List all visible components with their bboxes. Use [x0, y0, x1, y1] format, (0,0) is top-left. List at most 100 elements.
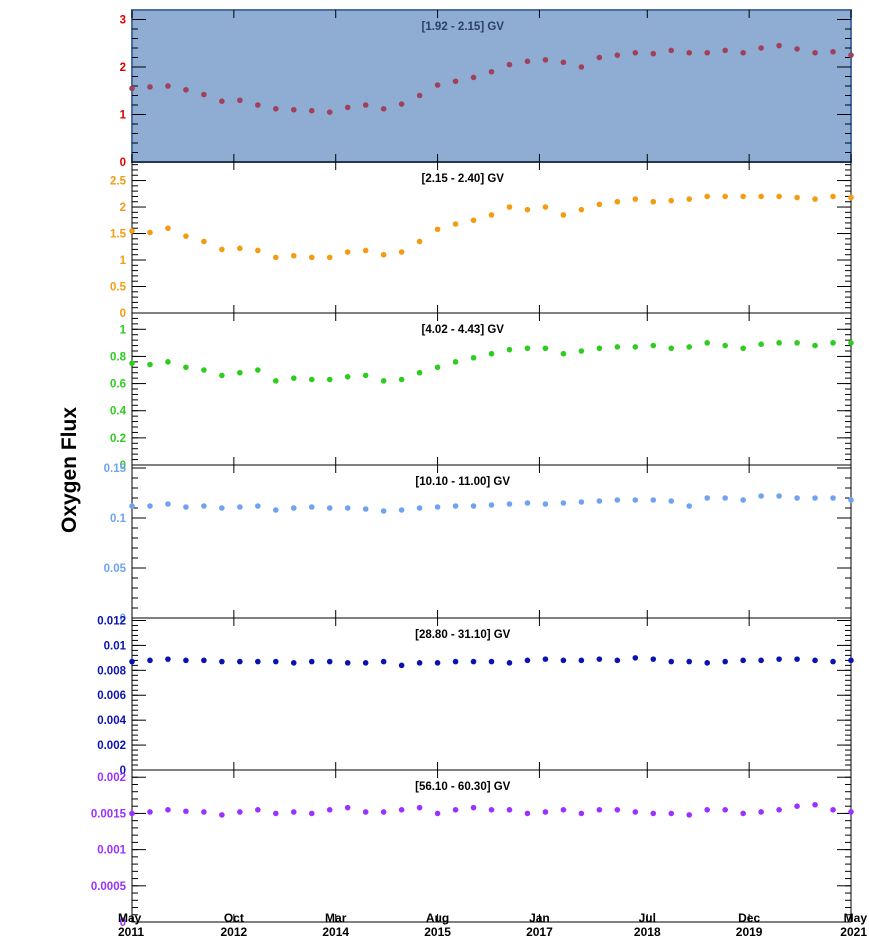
- data-point: [380, 378, 387, 384]
- y-tick-label: 0.0015: [91, 808, 127, 820]
- x-tick-month: Aug: [426, 911, 449, 925]
- y-tick-label: 0.1: [110, 513, 127, 525]
- data-point: [758, 193, 764, 200]
- data-point: [848, 497, 854, 503]
- data-point: [668, 498, 675, 504]
- data-point: [326, 807, 333, 813]
- y-tick-label: 0.2: [110, 433, 126, 445]
- data-point: [165, 807, 171, 813]
- data-point: [237, 245, 243, 252]
- panel-title: [2.15 - 2.40] GV: [422, 173, 505, 185]
- data-point: [506, 61, 513, 68]
- data-point: [488, 350, 495, 357]
- data-point: [740, 497, 746, 503]
- y-tick-label: 0.01: [104, 640, 127, 652]
- y-tick-label: 0.001: [97, 845, 126, 857]
- data-point: [830, 658, 836, 665]
- data-point: [290, 252, 297, 259]
- data-point: [560, 212, 567, 218]
- data-point: [344, 660, 351, 666]
- data-point: [758, 809, 764, 815]
- data-point: [560, 350, 567, 357]
- y-tick-label: 0.006: [97, 690, 126, 702]
- y-tick-label: 2: [120, 202, 126, 214]
- data-point: [776, 493, 782, 499]
- data-point: [596, 345, 603, 352]
- data-point: [830, 340, 836, 346]
- y-tick-label: 1: [120, 324, 127, 336]
- data-point: [416, 238, 423, 245]
- data-point: [380, 508, 387, 514]
- data-point: [344, 104, 351, 111]
- data-point: [344, 505, 351, 511]
- data-point: [812, 801, 818, 808]
- data-point: [183, 364, 189, 371]
- data-point: [290, 106, 297, 113]
- data-point: [632, 497, 639, 503]
- data-point: [308, 504, 315, 510]
- data-point: [794, 194, 800, 201]
- data-point: [704, 660, 710, 666]
- data-point: [506, 204, 513, 210]
- data-point: [632, 49, 639, 56]
- data-point: [398, 376, 405, 383]
- data-point: [290, 375, 297, 381]
- data-point: [848, 809, 854, 815]
- data-point: [704, 340, 710, 346]
- x-tick-year: 2021: [840, 925, 867, 938]
- data-point: [237, 809, 243, 815]
- data-point: [147, 361, 153, 368]
- data-point: [722, 193, 728, 200]
- data-point: [794, 495, 800, 501]
- data-point: [452, 221, 459, 227]
- data-point: [129, 810, 135, 817]
- x-tick-year: 2014: [322, 925, 349, 938]
- data-point: [255, 247, 261, 254]
- data-point: [326, 505, 333, 511]
- data-point: [524, 206, 531, 213]
- data-point: [362, 102, 369, 108]
- data-point: [470, 503, 477, 509]
- data-point: [812, 49, 818, 56]
- x-tick-year: 2017: [526, 925, 553, 938]
- data-point: [812, 495, 818, 501]
- data-point: [255, 658, 261, 665]
- data-point: [812, 196, 818, 202]
- data-point: [147, 84, 153, 90]
- data-point: [183, 504, 189, 510]
- data-point: [452, 807, 459, 813]
- data-point: [147, 229, 153, 236]
- data-point: [488, 807, 495, 813]
- y-tick-label: 0.15: [104, 463, 127, 475]
- data-point: [219, 246, 225, 253]
- data-point: [434, 226, 441, 233]
- data-point: [578, 499, 585, 505]
- data-point: [704, 49, 710, 56]
- data-point: [380, 809, 387, 815]
- x-tick-year: 2011: [118, 925, 144, 938]
- data-point: [704, 807, 710, 813]
- data-point: [740, 810, 746, 817]
- data-point: [488, 658, 495, 665]
- data-point: [326, 109, 333, 115]
- data-point: [542, 345, 549, 352]
- y-tick-label: 0.4: [110, 406, 127, 418]
- x-tick-month: May: [844, 911, 868, 925]
- data-point: [273, 810, 279, 817]
- data-point: [506, 501, 513, 507]
- data-point: [290, 660, 297, 666]
- data-point: [308, 254, 315, 261]
- data-point: [542, 204, 549, 210]
- data-point: [362, 660, 369, 666]
- x-tick-month: May: [118, 911, 142, 925]
- data-point: [740, 657, 746, 664]
- panel-6: 0 0.0005 0.001 0.0015 0.002 [56.10 - 60.30] G…: [91, 769, 854, 929]
- data-point: [830, 807, 836, 813]
- data-point: [344, 804, 351, 811]
- x-tick-month: Jul: [639, 911, 656, 925]
- panel-5: 0 0.002 0.004 0.006 0.008 0.01 0.012 [28.80 - 3…: [97, 615, 854, 777]
- x-tick-year: 2012: [221, 925, 248, 938]
- y-tick-label: 2: [120, 62, 126, 74]
- data-point: [362, 506, 369, 512]
- data-point: [578, 348, 585, 354]
